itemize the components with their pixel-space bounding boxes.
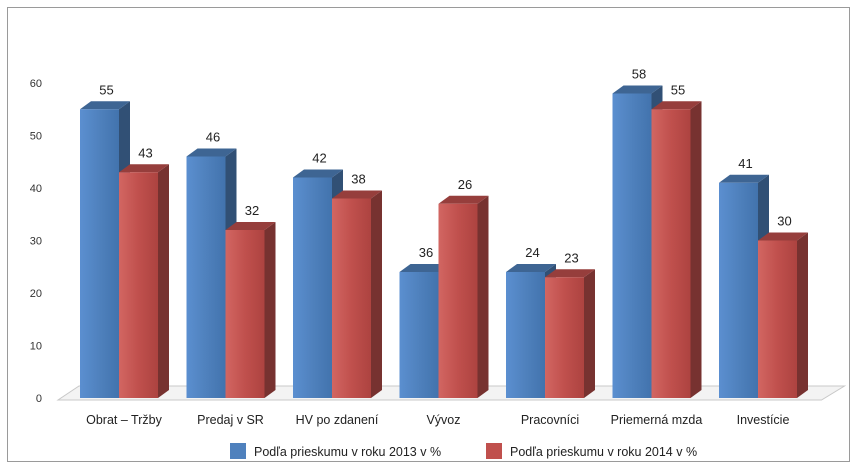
bar-side bbox=[584, 269, 595, 398]
bar-front bbox=[399, 272, 439, 398]
bar-front bbox=[293, 177, 332, 398]
legend-swatch bbox=[230, 443, 246, 459]
legend-label: Podľa prieskumu v roku 2014 v % bbox=[510, 445, 697, 459]
legend-swatch bbox=[486, 443, 502, 459]
value-labels: 55 43 46 32 42 38 36 26 24 23 58 55 41 30 bbox=[99, 67, 791, 266]
bar-front bbox=[225, 230, 265, 398]
bar-top bbox=[506, 264, 556, 272]
y-axis: 0 10 20 30 40 50 60 bbox=[30, 78, 42, 405]
legend: Podľa prieskumu v roku 2013 v % Podľa pri… bbox=[230, 443, 697, 459]
bar-front bbox=[80, 109, 119, 398]
x-tick-label: HV po zdanení bbox=[296, 413, 379, 427]
bar-side bbox=[158, 164, 169, 398]
bar-front bbox=[332, 198, 371, 398]
bar-top bbox=[80, 101, 130, 110]
bar-top bbox=[186, 148, 237, 157]
y-tick-label: 50 bbox=[30, 131, 42, 143]
y-tick-label: 60 bbox=[30, 78, 42, 90]
bar-side bbox=[264, 222, 276, 398]
data-label: 58 bbox=[632, 67, 646, 82]
data-label: 55 bbox=[99, 82, 113, 97]
bar-side bbox=[690, 101, 702, 398]
bar-front bbox=[719, 182, 758, 398]
bar-top bbox=[293, 169, 343, 178]
bar-front bbox=[119, 172, 158, 398]
y-tick-label: 10 bbox=[30, 341, 42, 353]
legend-item: Podľa prieskumu v roku 2013 v % bbox=[230, 443, 441, 459]
bar bbox=[438, 195, 489, 398]
bar bbox=[651, 101, 702, 398]
legend-item: Podľa prieskumu v roku 2014 v % bbox=[486, 443, 697, 459]
data-label: 43 bbox=[138, 145, 152, 160]
bar bbox=[758, 232, 808, 398]
data-label: 36 bbox=[419, 245, 433, 260]
bar bbox=[545, 269, 595, 398]
bar bbox=[225, 222, 276, 398]
x-tick-label: Priemerná mzda bbox=[611, 413, 703, 427]
bar-top bbox=[225, 222, 276, 230]
x-tick-label: Predaj v SR bbox=[197, 413, 264, 427]
data-label: 41 bbox=[738, 156, 752, 171]
bar-top bbox=[758, 232, 808, 241]
bar-top bbox=[719, 174, 769, 183]
bar bbox=[332, 190, 382, 398]
bar-front bbox=[506, 272, 545, 398]
data-label: 42 bbox=[312, 151, 326, 166]
bar-front bbox=[186, 156, 226, 398]
data-label: 46 bbox=[206, 130, 220, 145]
data-label: 32 bbox=[245, 203, 259, 218]
bar-side bbox=[371, 190, 382, 398]
data-label: 23 bbox=[564, 250, 578, 265]
x-tick-label: Obrat – Tržby bbox=[86, 413, 162, 427]
legend-label: Podľa prieskumu v roku 2013 v % bbox=[254, 445, 441, 459]
bar-top bbox=[651, 101, 702, 110]
bar-top bbox=[545, 269, 595, 278]
bars bbox=[80, 85, 808, 398]
bar-top bbox=[612, 85, 663, 94]
data-label: 55 bbox=[671, 82, 685, 97]
y-tick-label: 20 bbox=[30, 288, 42, 300]
data-label: 26 bbox=[458, 177, 472, 192]
y-tick-label: 40 bbox=[30, 183, 42, 195]
data-label: 30 bbox=[777, 214, 791, 229]
bar-front bbox=[612, 93, 652, 398]
bar-front bbox=[438, 203, 478, 398]
y-tick-label: 30 bbox=[30, 236, 42, 248]
y-tick-label: 0 bbox=[36, 393, 42, 405]
bar-side bbox=[477, 195, 489, 398]
bar-top bbox=[332, 190, 382, 199]
bar-top bbox=[399, 264, 450, 272]
bar-front bbox=[545, 277, 584, 398]
bar-side bbox=[797, 232, 808, 398]
x-tick-label: Pracovníci bbox=[521, 413, 579, 427]
x-axis: Obrat – Tržby Predaj v SR HV po zdanení Výv… bbox=[86, 413, 789, 427]
bar-top bbox=[119, 164, 169, 173]
data-label: 38 bbox=[351, 172, 365, 187]
data-label: 24 bbox=[525, 245, 539, 260]
x-tick-label: Investície bbox=[737, 413, 790, 427]
bar-top bbox=[438, 195, 489, 204]
bar-front bbox=[758, 240, 797, 398]
bar bbox=[119, 164, 169, 398]
bar-front bbox=[651, 109, 691, 398]
x-tick-label: Vývoz bbox=[426, 413, 460, 427]
